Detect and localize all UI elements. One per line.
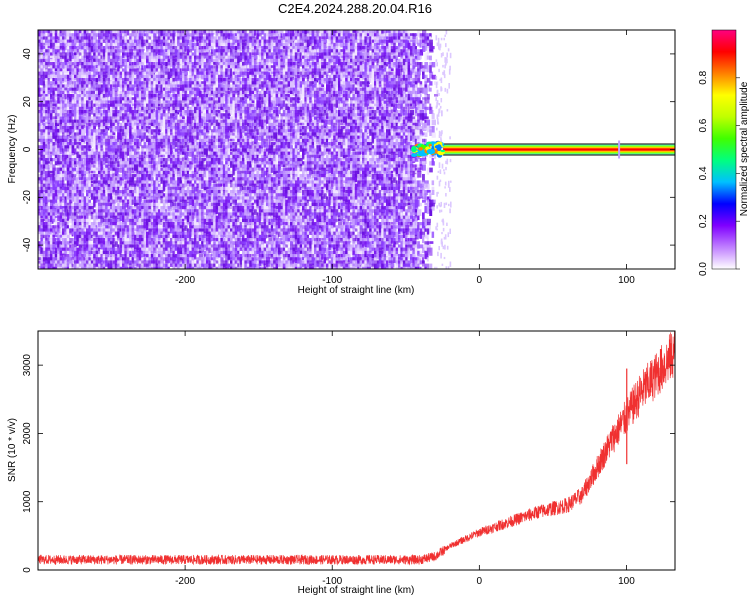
spectrogram-x-tick-label: -200 [175,275,195,286]
snr-frame [37,330,676,571]
colorbar-tick-label: 0.2 [698,214,709,228]
spectrogram-x-tick-label: 0 [477,275,483,286]
carrier-line [411,140,675,159]
snr-panel: -200 -100 0 100 0 1000 2000 3000 Height of str… [7,330,676,596]
colorbar-tick-label: 0.6 [698,118,709,132]
snr-x-ticks: -200 -100 0 100 [175,331,635,587]
snr-y-tick-label: 1000 [22,490,33,513]
spectrogram-x-axis-label: Height of straight line (km) [298,285,415,296]
spectrogram-x-ticks: -200 -100 0 100 [175,30,635,286]
snr-line-path [38,331,675,566]
colorbar-tick-label: 0.4 [698,166,709,180]
snr-y-tick-label: 3000 [22,354,33,377]
snr-x-axis-label: Height of straight line (km) [298,585,415,596]
spectrogram-x-tick-label: -100 [322,275,342,286]
snr-y-tick-label: 2000 [22,422,33,445]
colorbar-tick-label: 0.0 [698,262,709,276]
figure-title: C2E4.2024.288.20.04.R16 [278,1,432,16]
spectrogram-y-tick-label: 20 [22,96,33,108]
spectrogram-y-ticks: -40 -20 0 20 40 [22,48,675,252]
colorbar-label: Normalized spectral amplitude [739,81,750,216]
snr-y-tick-label: 0 [22,567,33,573]
spectrogram-y-tick-label: 40 [22,48,33,60]
colorbar-frame [711,29,737,270]
colorbar-tick-label: 0.8 [698,70,709,84]
colorbar: 0.0 0.2 0.4 0.6 0.8 Normalized spectral ampl… [698,29,750,276]
spectrogram-y-tick-label: -20 [22,190,33,205]
spectrogram-x-tick-label: 100 [618,275,635,286]
colorbar-gradient [712,30,736,269]
snr-series-line [38,331,675,566]
spectrogram-y-tick-label: -40 [22,237,33,252]
colorbar-ticks: 0.0 0.2 0.4 0.6 0.8 [698,70,740,276]
snr-x-tick-label: 0 [477,576,483,587]
snr-x-tick-label: -200 [175,576,195,587]
snr-y-axis-label: SNR (10 * v/v) [7,418,18,482]
snr-x-tick-label: 100 [618,576,635,587]
snr-x-tick-label: -100 [322,576,342,587]
spectrogram-noise [38,30,452,269]
spectrogram-y-tick-label: 0 [22,146,33,152]
spectrogram-y-axis-label: Frequency (Hz) [7,115,18,184]
snr-y-ticks: 0 1000 2000 3000 [22,354,675,573]
